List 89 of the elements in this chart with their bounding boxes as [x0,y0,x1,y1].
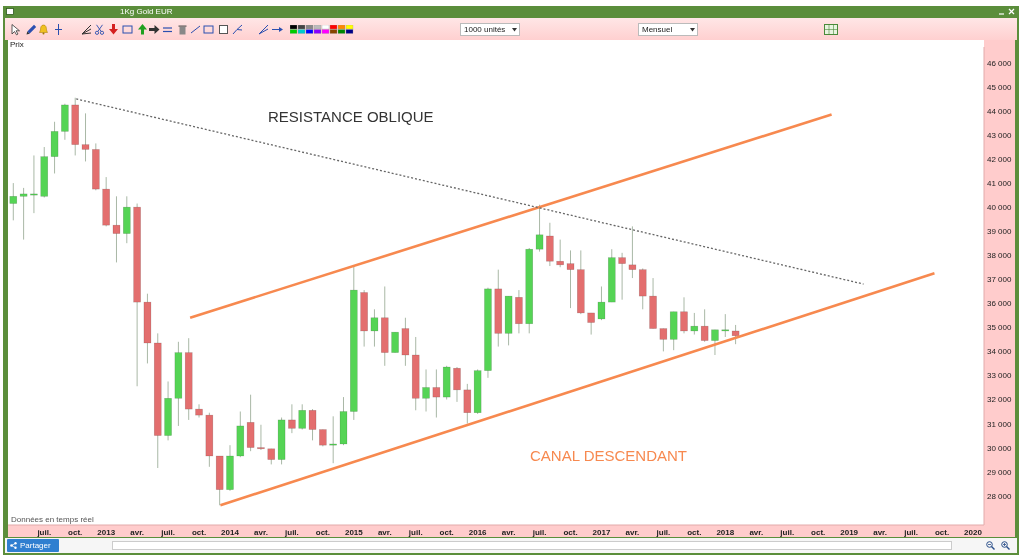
y-tick-label: 39 000 [987,227,1013,237]
dropdown-field: 1000 unités [460,23,520,36]
y-tick-label: 36 000 [987,299,1013,309]
x-tick-label: juil. [903,527,918,537]
x-tick-label: 2013 [97,527,116,537]
y-tick-label: 32 000 [987,395,1013,405]
x-tick-label: oct. [439,527,454,537]
candlestick [566,249,575,309]
candlestick [556,239,564,268]
candlestick [112,195,121,263]
candlestick [587,312,595,336]
candlestick [19,187,28,241]
y-tick-label: 31 000 [987,419,1013,429]
text: Partager [7,539,59,552]
candlestick [690,312,699,336]
candlestick [422,368,430,413]
candlestick [680,296,688,334]
y-tick-label: 30 000 [987,443,1013,453]
candlestick [597,285,606,321]
x-tick-label: 2019 [840,527,859,537]
chart-title: 1Kg Gold EUR [120,7,173,17]
x-tick-label: avr. [873,527,887,537]
x-tick-label: avr. [377,527,392,537]
x-tick-label: 2020 [964,527,983,537]
dropdown-field: Mensuel [638,23,698,36]
y-tick-label: 45 000 [987,82,1013,92]
annotation: Données en temps réel [11,515,94,524]
candlestick [9,182,18,221]
x-tick-label: oct. [934,527,950,537]
candlestick [432,368,441,419]
x-tick-label: juil. [779,527,795,537]
candlestick [453,366,461,403]
candlestick [700,308,709,343]
y-tick-label: 34 000 [987,347,1013,357]
x-tick-label: avr. [254,527,268,537]
candlestick [721,313,730,338]
candlestick [618,252,626,301]
x-tick-label: juil. [655,527,671,537]
y-tick-label: 42 000 [987,155,1013,165]
y-tick-label: 35 000 [987,323,1013,333]
y-tick-label: 33 000 [987,371,1013,381]
x-tick-label: 2016 [468,527,488,537]
x-tick-label: oct. [687,527,702,537]
x-tick-label: avr. [625,527,640,537]
x-tick-label: juil. [284,527,299,537]
x-tick-label: oct. [811,527,826,537]
x-tick-label: juil. [160,527,175,537]
annotation: Prix [10,40,24,49]
candlestick [370,308,379,348]
x-tick-label: juil. [531,527,547,537]
candlestick [288,403,296,434]
x-tick-label: 2018 [716,527,735,537]
x-tick-label: avr. [130,527,145,537]
x-tick-label: 2017 [592,527,611,537]
y-tick-label: 37 000 [987,275,1013,285]
x-tick-label: oct. [191,527,207,537]
candlestick [329,415,337,464]
y-tick-label: 38 000 [987,251,1013,261]
candlestick [81,112,90,162]
x-tick-label: oct. [68,527,83,537]
y-tick-label: 29 000 [987,467,1013,477]
y-tick-label: 28 000 [987,491,1013,501]
candlestick [308,408,317,441]
x-tick-label: oct. [315,527,331,537]
candlestick [195,403,203,419]
y-tick-label: 40 000 [987,203,1013,213]
candlestick [628,225,637,279]
candlestick [30,154,38,214]
candlestick [257,424,265,451]
candlestick [711,329,719,356]
candlestick [659,328,668,352]
x-tick-label: 2014 [221,527,240,537]
candlestick [391,331,399,354]
x-tick-label: avr. [749,527,764,537]
candlestick [731,324,740,345]
y-tick-label: 44 000 [987,106,1013,116]
annotation: CANAL DESCENDANT [530,447,687,465]
annotation: RESISTANCE OBLIQUE [268,108,434,126]
candlestick [535,204,544,253]
y-tick-label: 43 000 [987,131,1013,140]
x-tick-label: avr. [501,527,516,537]
candlestick [463,383,472,425]
x-tick-label: 2015 [344,527,364,537]
x-tick-label: juil. [407,527,423,537]
y-tick-label: 46 000 [987,58,1013,68]
y-tick-label: 41 000 [987,179,1013,189]
x-tick-label: oct. [563,527,578,537]
x-tick-label: juil. [36,527,52,537]
candlestick [298,403,307,431]
